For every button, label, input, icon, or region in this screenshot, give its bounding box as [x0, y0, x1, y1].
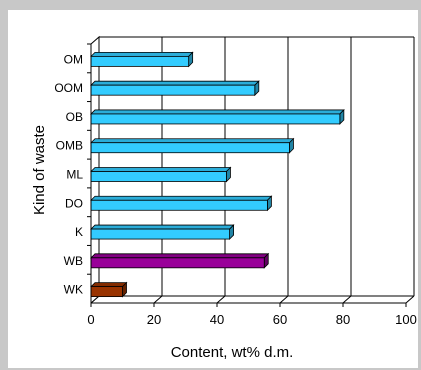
x-tick-label-80: 80: [336, 312, 350, 327]
x-tick-label-0: 0: [87, 312, 94, 327]
x-tick-label-60: 60: [273, 312, 287, 327]
bar-K: [90, 224, 235, 241]
bar-front-DO: [90, 199, 268, 211]
x-tick-label-100: 100: [395, 312, 417, 327]
bar-front-WB: [90, 257, 265, 269]
category-label-WK: WK: [64, 283, 83, 297]
bar-front-WK: [90, 286, 123, 298]
x-tick-label-20: 20: [147, 312, 161, 327]
bar-top-OMB: [90, 138, 295, 144]
bar-ML: [90, 166, 232, 183]
bar-OOM: [90, 80, 260, 97]
bar-WB: [90, 252, 270, 269]
bar-front-OMB: [90, 142, 290, 154]
frame-edge-right: [418, 0, 421, 370]
bar-WK: [90, 281, 128, 298]
bar-top-OOM: [90, 80, 260, 86]
x-tick-label-40: 40: [210, 312, 224, 327]
bar-front-OB: [90, 113, 341, 125]
x-axis-label: Content, wt% d.m.: [171, 344, 294, 361]
category-label-K: K: [75, 225, 83, 239]
bar-front-OM: [90, 55, 190, 67]
bar-front-K: [90, 228, 231, 240]
bar-OB: [90, 108, 345, 125]
category-label-OMB: OMB: [56, 139, 83, 153]
category-label-DO: DO: [65, 196, 83, 210]
tick-labels: OM OOM OB OMB ML DO K WB WK 0 20 40 60 80 100: [54, 52, 417, 327]
bar-top-OB: [90, 109, 345, 115]
bar-front-ML: [90, 171, 227, 182]
bar-DO: [90, 195, 273, 212]
bar-top-ML: [90, 167, 232, 172]
bar-top-WK: [90, 282, 128, 288]
floor-gridline: [153, 295, 163, 304]
category-label-OM: OM: [64, 52, 83, 66]
bar-front-OOM: [90, 84, 256, 96]
floor-gridline: [342, 295, 352, 304]
axes: [87, 43, 407, 307]
frame-edge-bottom: [0, 368, 421, 370]
bar-top-WB: [90, 253, 270, 259]
bar-top-K: [90, 224, 235, 230]
category-label-ML: ML: [66, 168, 83, 182]
category-label-OOM: OOM: [54, 81, 83, 95]
bar-OM: [90, 51, 194, 68]
frame-edge-top: [0, 0, 421, 10]
category-label-OB: OB: [66, 110, 83, 124]
floor-gridline: [279, 295, 289, 304]
bar-top-DO: [90, 195, 273, 201]
bar-OMB: [90, 137, 295, 154]
category-label-WB: WB: [64, 254, 83, 268]
floor-gridline: [216, 295, 226, 304]
floor-gridline: [405, 295, 415, 304]
y-axis-label: Kind of waste: [31, 125, 48, 215]
bar-top-OM: [90, 51, 194, 57]
frame-edge-left: [0, 0, 8, 370]
